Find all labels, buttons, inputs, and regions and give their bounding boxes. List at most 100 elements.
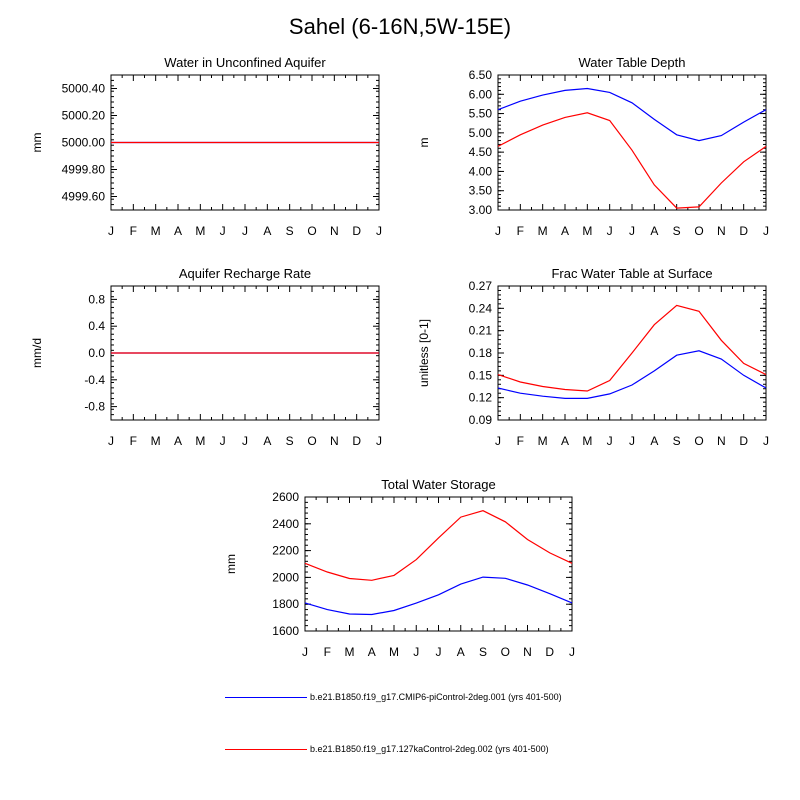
x-tick-label: O	[307, 224, 316, 238]
y-tick-label: -0.8	[84, 400, 105, 414]
y-tick-label: 5.00	[469, 126, 493, 140]
y-tick-label: 6.50	[469, 68, 493, 82]
x-tick-label: D	[739, 434, 748, 448]
x-tick-label: S	[286, 434, 294, 448]
y-axis-label: mm	[30, 133, 44, 153]
x-tick-label: O	[501, 645, 510, 659]
y-tick-label: 4999.80	[62, 163, 106, 177]
panel-title: Aquifer Recharge Rate	[179, 266, 311, 281]
y-tick-label: 0.09	[469, 413, 493, 427]
panel-title: Frac Water Table at Surface	[551, 266, 712, 281]
legend-label-1: b.e21.B1850.f19_g17.CMIP6-piControl-2deg…	[310, 692, 562, 702]
y-tick-label: 3.00	[469, 203, 493, 217]
y-axis-label: unitless [0-1]	[417, 319, 431, 387]
series-line-2	[304, 510, 573, 581]
x-tick-label: M	[538, 224, 548, 238]
y-tick-label: 2400	[272, 517, 299, 531]
x-tick-label: A	[650, 224, 658, 238]
y-tick-label: 0.21	[469, 324, 493, 338]
legend-line-2	[225, 748, 307, 750]
y-tick-label: 0.15	[469, 368, 493, 382]
x-tick-label: J	[607, 224, 613, 238]
y-tick-label: 4999.60	[62, 190, 106, 204]
y-tick-label: 3.50	[469, 184, 493, 198]
y-tick-label: -0.4	[84, 373, 105, 387]
x-tick-label: N	[717, 224, 726, 238]
x-tick-label: J	[629, 224, 635, 238]
x-tick-label: A	[263, 434, 271, 448]
x-tick-label: A	[368, 645, 376, 659]
y-tick-label: 4.00	[469, 164, 493, 178]
x-tick-label: A	[650, 434, 658, 448]
x-tick-label: A	[561, 434, 569, 448]
y-tick-label: 4.50	[469, 145, 493, 159]
y-tick-label: 5000.00	[62, 136, 106, 150]
x-tick-label: M	[195, 434, 205, 448]
x-tick-label: J	[763, 434, 769, 448]
series-line-1	[497, 350, 767, 399]
x-tick-label: O	[694, 224, 703, 238]
x-tick-label: J	[220, 434, 226, 448]
x-tick-label: J	[220, 224, 226, 238]
x-tick-label: A	[263, 224, 271, 238]
x-tick-label: A	[174, 224, 182, 238]
x-tick-label: J	[607, 434, 613, 448]
x-tick-label: N	[330, 434, 339, 448]
panel-frac-water-table-at-surface: Frac Water Table at Surface unitless [0-1…	[417, 266, 769, 448]
x-tick-label: D	[352, 224, 361, 238]
x-tick-label: J	[376, 434, 382, 448]
x-tick-label: S	[673, 434, 681, 448]
x-tick-label: O	[694, 434, 703, 448]
y-axis-label: mm	[224, 554, 238, 574]
x-tick-label: M	[582, 224, 592, 238]
x-tick-label: D	[545, 645, 554, 659]
x-tick-label: S	[673, 224, 681, 238]
x-tick-label: J	[242, 224, 248, 238]
legend-entry-2: b.e21.B1850.f19_g17.127kaControl-2deg.00…	[225, 742, 549, 756]
x-tick-label: D	[739, 224, 748, 238]
y-tick-label: 0.4	[88, 319, 105, 333]
figure-title: Sahel (6-16N,5W-15E)	[288, 14, 512, 39]
x-tick-label: M	[538, 434, 548, 448]
x-tick-label: F	[130, 434, 137, 448]
x-tick-label: J	[302, 645, 308, 659]
x-tick-label: J	[495, 434, 501, 448]
series-line-1	[304, 576, 573, 616]
x-tick-label: J	[569, 645, 575, 659]
legend-entry-1: b.e21.B1850.f19_g17.CMIP6-piControl-2deg…	[225, 690, 562, 704]
y-tick-label: 0.18	[469, 346, 493, 360]
y-tick-label: 1800	[272, 597, 299, 611]
y-axis-label: mm/d	[30, 338, 44, 368]
x-tick-label: O	[307, 434, 316, 448]
y-tick-label: 0.8	[88, 292, 105, 306]
x-tick-label: M	[151, 434, 161, 448]
y-tick-label: 0.12	[469, 391, 493, 405]
x-tick-label: J	[763, 224, 769, 238]
x-tick-label: F	[517, 434, 524, 448]
legend-line-1	[225, 696, 307, 698]
x-tick-label: N	[523, 645, 532, 659]
y-tick-label: 5000.20	[62, 109, 106, 123]
x-tick-label: M	[195, 224, 205, 238]
x-tick-label: M	[345, 645, 355, 659]
y-tick-label: 2200	[272, 544, 299, 558]
x-tick-label: J	[495, 224, 501, 238]
series-line-2	[497, 304, 767, 392]
x-tick-label: A	[174, 434, 182, 448]
x-tick-label: J	[436, 645, 442, 659]
plot-frame	[497, 74, 767, 211]
x-tick-label: M	[151, 224, 161, 238]
panel-title: Water in Unconfined Aquifer	[164, 55, 326, 70]
x-tick-label: F	[130, 224, 137, 238]
x-tick-label: J	[376, 224, 382, 238]
x-tick-label: J	[108, 434, 114, 448]
x-tick-label: N	[717, 434, 726, 448]
y-tick-label: 0.0	[88, 346, 105, 360]
x-tick-label: J	[242, 434, 248, 448]
panel-title: Total Water Storage	[381, 477, 495, 492]
x-tick-label: F	[517, 224, 524, 238]
x-tick-label: F	[324, 645, 331, 659]
